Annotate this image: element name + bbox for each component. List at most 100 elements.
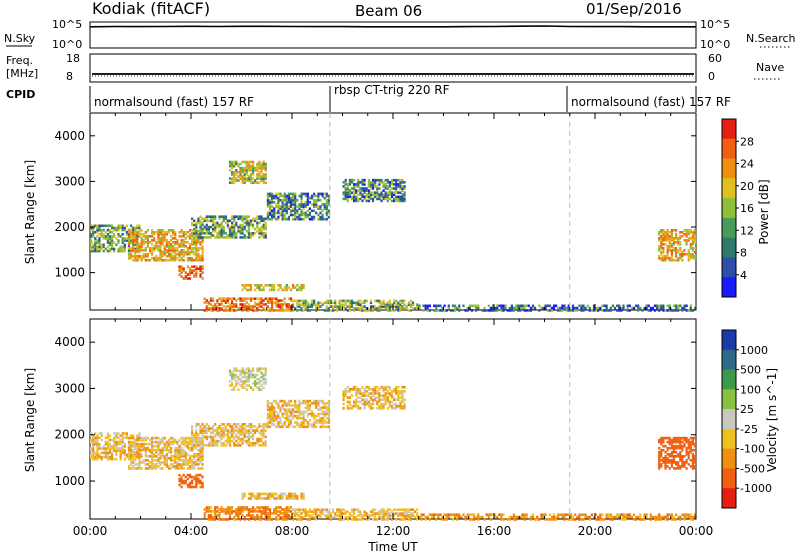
echo-cell [277, 414, 280, 418]
echo-cell [359, 407, 362, 410]
echo-cell [559, 306, 562, 310]
echo-cell [155, 448, 158, 452]
echo-cell [395, 189, 398, 192]
echo-cell [306, 194, 309, 198]
echo-cell [241, 229, 244, 233]
echo-cell [441, 515, 444, 519]
echo-cell [565, 306, 568, 310]
echo-cell [353, 307, 356, 310]
echo-cell [159, 461, 162, 464]
echo-cell [191, 221, 194, 225]
echo-cell [165, 245, 168, 248]
echo-cell [254, 284, 257, 287]
echo-cell [346, 189, 349, 192]
echo-cell [275, 497, 278, 500]
echo-cell [130, 440, 133, 444]
echo-cell [281, 492, 284, 496]
echo-cell [567, 513, 570, 516]
echo-cell [254, 288, 257, 292]
echo-cell [353, 301, 356, 305]
echo-cell [186, 231, 189, 234]
velocity-time-markers [329, 319, 571, 519]
echo-cell [685, 438, 688, 442]
echo-cell [184, 237, 187, 240]
echo-cell [264, 284, 267, 287]
echo-cell [237, 225, 240, 229]
echo-cell [199, 425, 202, 428]
echo-cell [233, 367, 236, 370]
echo-cell [327, 512, 330, 515]
echo-cell [195, 446, 198, 450]
echo-cell [416, 305, 419, 308]
echo-cell [645, 513, 648, 516]
echo-cell [656, 306, 659, 310]
echo-cell [205, 508, 208, 511]
echo-cell [188, 252, 192, 256]
echo-cell [258, 492, 261, 496]
echo-cell [239, 437, 242, 441]
velocity-panel-frame [89, 318, 697, 520]
echo-cell [340, 307, 343, 310]
echo-cell [121, 449, 124, 452]
echo-cell [224, 439, 227, 443]
echo-cell [258, 510, 261, 513]
echo-cell [662, 247, 665, 250]
echo-cell [138, 247, 141, 250]
echo-cell [247, 175, 250, 178]
echo-cell [424, 515, 427, 519]
echo-cell [388, 508, 391, 511]
echo-cell [260, 437, 263, 441]
echo-cell [677, 249, 680, 252]
echo-cell [140, 239, 143, 242]
echo-cell [689, 252, 692, 256]
echo-cell [157, 247, 160, 250]
echo-cell [308, 404, 311, 407]
echo-cell [660, 515, 663, 519]
echo-cell [660, 518, 663, 521]
echo-cell [193, 239, 196, 242]
echo-cell [90, 455, 93, 459]
echo-cell [239, 307, 242, 310]
echo-cell [374, 392, 377, 395]
echo-cell [281, 497, 284, 500]
echo-cell [237, 297, 240, 300]
echo-cell [228, 309, 232, 312]
echo-cell [670, 237, 673, 240]
echo-cell [241, 439, 244, 443]
echo-cell [372, 400, 375, 404]
echo-cell [271, 421, 274, 424]
freq-panel-frame [89, 53, 697, 83]
echo-cell [233, 386, 236, 389]
echo-cell [233, 232, 236, 235]
echo-cell [409, 299, 412, 303]
echo-cell [691, 448, 694, 452]
echo-cell [369, 309, 373, 312]
echo-cell [130, 453, 133, 457]
echo-cell [176, 457, 179, 460]
echo-cell [262, 492, 265, 496]
echo-cell [605, 513, 608, 516]
echo-cell [170, 446, 173, 450]
echo-cell [268, 284, 272, 287]
echo-cell [399, 514, 402, 517]
echo-cell [277, 506, 280, 509]
echo-cell [146, 436, 149, 440]
echo-cell [258, 227, 261, 231]
echo-cell [252, 444, 255, 447]
echo-cell [132, 258, 135, 262]
echo-cell [384, 191, 387, 194]
echo-cell [433, 309, 436, 312]
y-tick-label: 4000 [54, 335, 85, 349]
echo-cell [374, 195, 377, 199]
echo-cell [123, 228, 126, 232]
echo-cell [197, 439, 200, 443]
echo-cell [571, 306, 575, 310]
echo-cell [106, 453, 109, 457]
echo-cell [378, 305, 381, 308]
echo-cell [361, 394, 364, 397]
echo-cell [664, 463, 667, 466]
echo-cell [597, 309, 600, 312]
echo-cell [304, 406, 307, 409]
echo-cell [346, 309, 349, 312]
